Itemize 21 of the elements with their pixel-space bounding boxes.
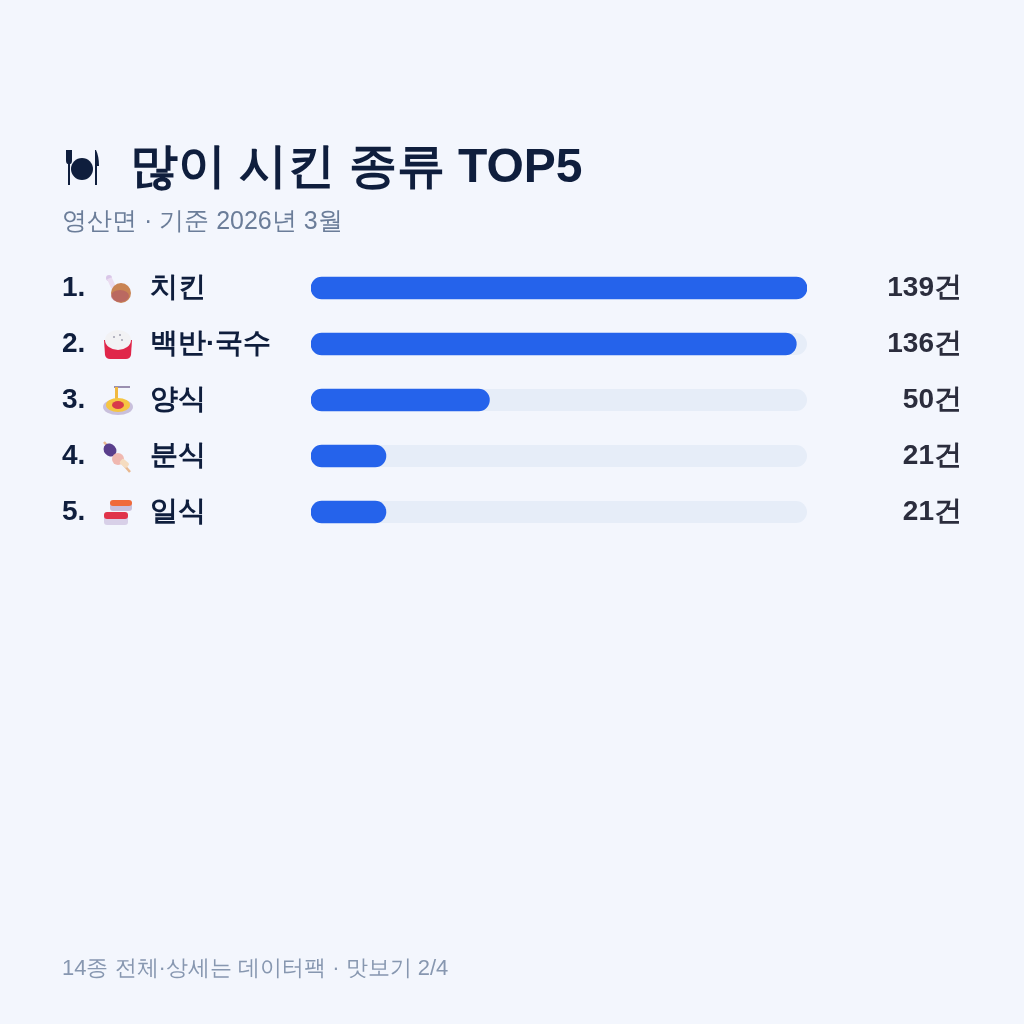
y-tick-label: 양식: [150, 382, 206, 414]
data-label: 50건: [902, 382, 962, 414]
text: 1.: [62, 270, 86, 302]
data-label: 139건: [887, 270, 962, 302]
data-label: 21건: [902, 438, 962, 470]
chart-title: 많이 시킨 종류 TOP5: [130, 138, 583, 194]
bar: [311, 332, 797, 356]
y-tick-label: 백반·국수: [150, 326, 272, 358]
text: 3.: [62, 382, 86, 414]
text: 14종 전체·상세는 데이터팩 · 맛보기 2/4: [62, 954, 449, 982]
text: 5.: [62, 494, 86, 526]
text: 4.: [62, 438, 86, 470]
data-label: 136건: [887, 326, 962, 358]
data-label: 21건: [902, 494, 962, 526]
bar: [311, 444, 387, 468]
chart-subtitle: 영산면 · 기준 2026년 3월: [62, 205, 343, 236]
y-tick-label: 일식: [150, 494, 206, 526]
bar: [311, 500, 387, 524]
y-tick-label: 치킨: [150, 270, 206, 302]
y-tick-label: 분식: [150, 438, 206, 470]
text: 2.: [62, 326, 86, 358]
